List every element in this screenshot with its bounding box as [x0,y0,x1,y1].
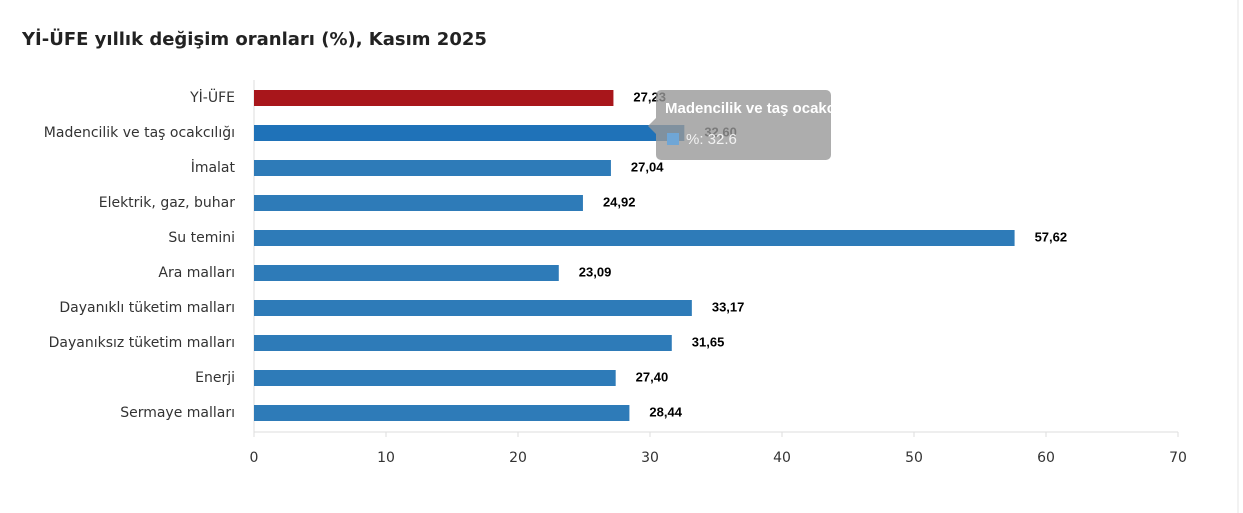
tooltip-box [656,90,831,160]
x-tick-label: 60 [1037,450,1055,466]
value-label: 27,40 [636,369,669,384]
tooltip-pointer [648,118,656,134]
y-tick-label: Sermaye malları [120,405,235,421]
value-label: 28,44 [649,404,682,419]
value-label: 31,65 [692,334,725,349]
value-label: 24,92 [603,194,636,209]
bar [254,370,616,386]
bar [254,335,672,351]
x-tick-label: 30 [641,450,659,466]
value-label: 27,04 [631,159,664,174]
bar [254,405,630,421]
y-tick-label: İmalat [191,158,236,176]
x-tick-label: 20 [509,450,527,466]
bar [254,230,1015,246]
value-label: 57,62 [1035,229,1068,244]
value-label: 23,09 [579,264,612,279]
x-tick-label: 10 [377,450,395,466]
tooltip-value: %: 32.6 [686,131,737,148]
y-tick-label: Ara malları [158,265,235,281]
y-tick-label: Yİ-ÜFE [189,88,235,106]
tooltip: Madencilik ve taş ocakcılığı %: 32.6 [648,90,861,160]
x-tick-label: 0 [250,450,259,466]
y-tick-label: Dayanıksız tüketim malları [49,335,235,351]
y-tick-label: Dayanıklı tüketim malları [59,300,235,316]
x-tick-label: 50 [905,450,923,466]
bar [254,160,611,176]
y-tick-label: Madencilik ve taş ocakcılığı [44,125,235,141]
y-tick-label: Su temini [168,230,235,246]
value-label: 33,17 [712,299,745,314]
bar [254,195,583,211]
x-tick-label: 70 [1169,450,1187,466]
bar [254,300,692,316]
tooltip-swatch [667,133,679,145]
bar [254,90,614,106]
bar [254,265,559,281]
x-tick-label: 40 [773,450,791,466]
chart-title: Yİ-ÜFE yıllık değişim oranları (%), Kası… [21,28,487,50]
y-tick-label: Elektrik, gaz, buhar [99,195,236,211]
bar [254,125,685,141]
tooltip-title: Madencilik ve taş ocakcılığı [665,100,861,117]
y-tick-label: Enerji [195,370,235,386]
